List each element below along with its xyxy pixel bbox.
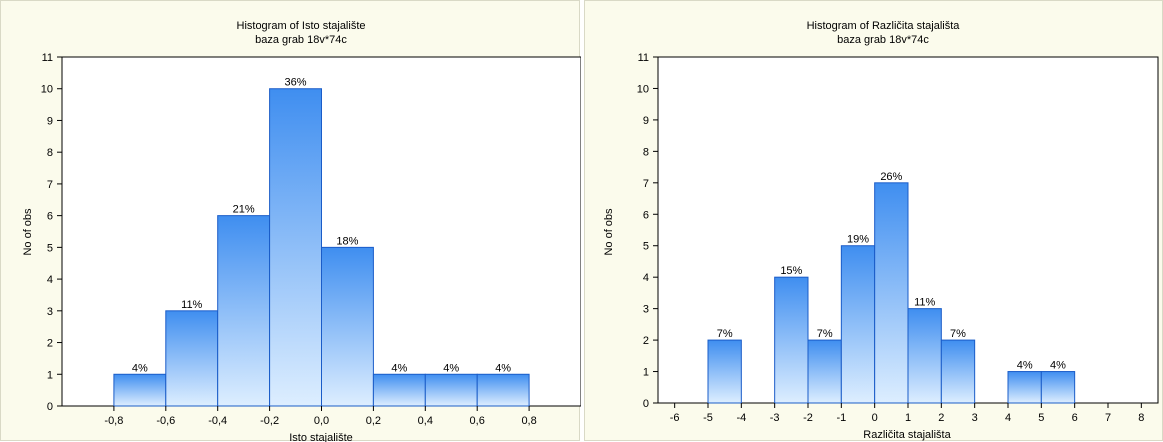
bar-percent-label: 4%: [495, 362, 511, 374]
y-tick-label: 10: [637, 83, 649, 95]
chart-title: Histogram of Isto stajalište: [237, 20, 366, 32]
histogram-bar: [907, 308, 942, 404]
histogram-bar: [774, 276, 809, 404]
bar-percent-label: 4%: [1050, 360, 1066, 372]
y-tick-label: 11: [638, 52, 649, 64]
x-axis-label: Različita stajališta: [863, 429, 951, 441]
y-axis-label: No of obs: [22, 208, 34, 256]
histogram-bar: [1040, 371, 1076, 404]
x-tick-label: -1: [836, 412, 846, 424]
y-tick-label: 6: [47, 211, 53, 223]
y-tick-label: 10: [41, 84, 53, 96]
x-tick-label: 7: [1105, 412, 1111, 424]
bar-percent-label: 11%: [914, 297, 935, 309]
y-tick-label: 3: [643, 304, 649, 316]
histogram-bar: [840, 245, 876, 404]
x-tick-label: 4: [1005, 412, 1011, 424]
x-tick-label: 0: [872, 412, 878, 424]
histogram-bar: [807, 339, 842, 404]
y-tick-label: 3: [47, 306, 53, 318]
x-tick-label: 1: [905, 412, 911, 424]
histogram-bar: [372, 373, 426, 407]
y-tick-label: 7: [47, 179, 53, 191]
x-tick-label: -2: [803, 412, 813, 424]
histogram-panel-isto: Histogram of Isto stajalište baza grab 1…: [0, 0, 581, 442]
bar-percent-label: 21%: [233, 204, 255, 216]
bar-percent-label: 26%: [880, 171, 902, 183]
x-tick-label: -0,8: [104, 415, 123, 427]
bar-percent-label: 7%: [950, 328, 966, 340]
x-tick-label: 0,6: [470, 415, 485, 427]
x-axis-label: Isto stajalište: [289, 432, 353, 442]
x-tick-label: -0,2: [260, 415, 279, 427]
histogram-bar: [940, 339, 976, 404]
histogram-bar: [217, 215, 271, 407]
y-tick-label: 1: [47, 369, 53, 381]
y-tick-label: 8: [47, 147, 53, 159]
y-tick-label: 2: [47, 338, 53, 350]
x-tick-label: -4: [736, 412, 746, 424]
bar-percent-label: 4%: [132, 362, 148, 374]
y-tick-label: 0: [47, 401, 53, 413]
x-tick-label: -0,6: [156, 415, 175, 427]
y-tick-label: 6: [643, 209, 649, 221]
x-tick-label: 0,2: [366, 415, 381, 427]
y-tick-label: 8: [643, 146, 649, 158]
bar-percent-label: 15%: [780, 265, 802, 277]
bar-percent-label: 18%: [336, 235, 358, 247]
y-tick-label: 2: [643, 335, 649, 347]
bar-percent-label: 4%: [1017, 360, 1033, 372]
x-tick-label: 3: [972, 412, 978, 424]
bar-percent-label: 11%: [181, 299, 202, 311]
x-tick-label: -3: [770, 412, 780, 424]
bar-percent-label: 36%: [285, 77, 307, 89]
x-tick-label: -0,4: [208, 415, 227, 427]
histogram-bar: [424, 373, 478, 407]
plot-area: 4% 11% 21% 36% 18% 4% 4% 4% 0 1 2 3 4 5 6 7 8 9 10 11 -0,8 -0…: [41, 52, 581, 427]
histogram-bar: [113, 373, 167, 407]
y-tick-label: 5: [47, 242, 53, 254]
x-tick-label: 6: [1072, 412, 1078, 424]
y-tick-label: 1: [643, 367, 649, 379]
bar-percent-label: 7%: [717, 328, 733, 340]
chart-subtitle: baza grab 18v*74c: [255, 34, 347, 46]
x-tick-label: 5: [1038, 412, 1044, 424]
histogram-bar: [269, 88, 323, 407]
histogram-bar: [321, 246, 374, 407]
chart-title: Histogram of Različita stajališta: [807, 20, 961, 32]
y-tick-label: 7: [643, 178, 649, 190]
histogram-isto-chart: Histogram of Isto stajalište baza grab 1…: [22, 20, 581, 442]
x-tick-label: 0,4: [418, 415, 433, 427]
bar-percent-label: 4%: [443, 362, 459, 374]
y-tick-label: 9: [47, 115, 53, 127]
histogram-panel-razlicita: Histogram of Različita stajališta baza g…: [584, 0, 1163, 441]
x-tick-label: 2: [938, 412, 944, 424]
y-axis-label: No of obs: [603, 208, 615, 256]
histogram-razlicita-chart: Histogram of Različita stajališta baza g…: [603, 20, 1159, 441]
y-tick-label: 9: [643, 115, 649, 127]
y-tick-label: 4: [643, 272, 649, 284]
x-tick-label: 0,8: [521, 415, 536, 427]
y-tick-label: 4: [47, 274, 53, 286]
histogram-bar: [874, 182, 909, 404]
x-tick-label: 8: [1138, 412, 1144, 424]
histogram-bar: [707, 339, 742, 404]
histogram-bar: [165, 310, 219, 407]
x-tick-label: -5: [703, 412, 713, 424]
x-tick-label: -6: [670, 412, 680, 424]
x-tick-label: 0,0: [314, 415, 329, 427]
histogram-bar: [476, 373, 530, 407]
bar-percent-label: 7%: [817, 328, 833, 340]
y-tick-label: 0: [643, 398, 649, 410]
bar-percent-label: 4%: [391, 362, 407, 374]
bar-percent-label: 19%: [847, 234, 869, 246]
y-tick-label: 11: [42, 52, 53, 64]
y-tick-label: 5: [643, 241, 649, 253]
histogram-bar: [1007, 371, 1042, 404]
chart-subtitle: baza grab 18v*74c: [837, 34, 929, 46]
